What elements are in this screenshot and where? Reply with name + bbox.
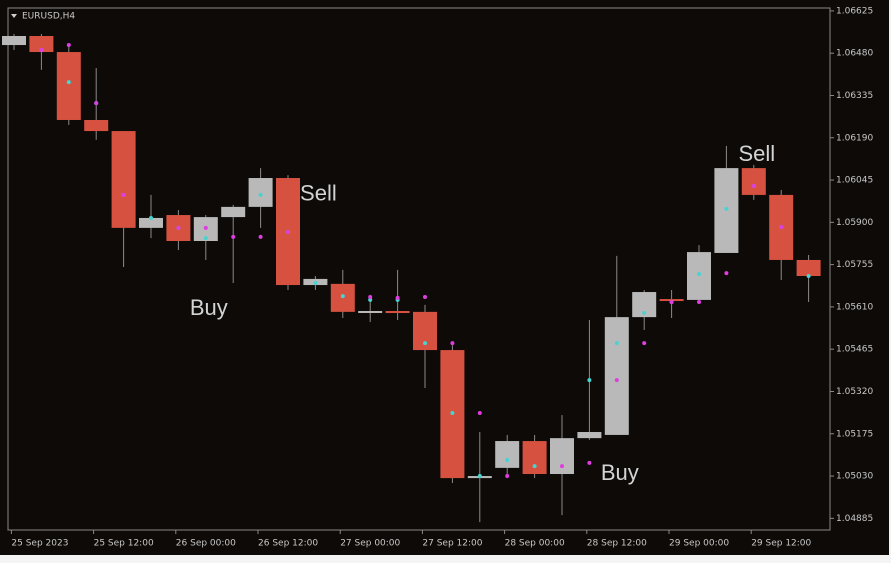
x-tick-label: 29 Sep 00:00 [669,539,729,549]
x-tick-label: 28 Sep 12:00 [587,539,647,549]
y-tick-label: 1.05175 [836,429,873,439]
y-tick-label: 1.06480 [836,49,873,59]
indicator-dot [697,271,701,276]
y-tick-label: 1.05610 [836,302,873,312]
indicator-dot [724,271,729,276]
indicator-dot [340,294,345,299]
indicator-dot [779,225,784,230]
candle-body [221,206,246,218]
annotation: Buy [601,460,639,485]
candle-body [139,217,163,228]
candle-body [111,131,136,228]
x-tick-label: 28 Sep 00:00 [505,539,565,549]
indicator-dot [450,341,455,346]
indicator-dot [368,297,373,302]
indicator-dot [258,234,263,239]
y-tick-label: 1.06335 [836,91,873,101]
annotation: Sell [300,181,337,206]
indicator-dot [642,341,647,346]
indicator-dot [505,458,510,463]
indicator-dot [368,294,373,299]
indicator-dot [614,378,619,383]
y-tick-label: 1.04885 [836,514,873,524]
y-tick-label: 1.05320 [836,387,873,397]
x-tick-label: 26 Sep 00:00 [176,539,236,549]
indicator-dot [669,299,674,304]
y-tick-label: 1.06190 [836,133,873,143]
indicator-dot [258,192,263,197]
x-tick-label: 27 Sep 00:00 [340,539,400,549]
candle-body [741,168,766,195]
menu-arrow [11,14,17,18]
candle-body [358,310,383,313]
indicator-dot [532,464,537,469]
indicator-dot [697,299,701,304]
x-tick-label: 29 Sep 12:00 [751,539,811,549]
x-tick-label: 27 Sep 12:00 [422,539,482,549]
candle-body [84,119,109,132]
indicator-dot [395,295,400,300]
y-tick-label: 1.06625 [836,6,873,16]
indicator-dot [423,341,427,346]
candle-body [577,432,602,439]
y-tick-label: 1.05030 [836,472,873,482]
indicator-dot [94,101,99,106]
indicator-dot [751,183,756,188]
y-tick-label: 1.05755 [836,260,873,270]
indicator-dot [806,273,811,278]
indicator-dot [450,411,455,416]
annotation: Buy [190,295,228,320]
y-tick-label: 1.06045 [836,176,873,186]
indicator-dot [642,311,647,316]
candle-body [248,178,273,207]
y-tick-label: 1.05900 [836,218,873,228]
indicator-dot [231,234,236,239]
candle-body [385,310,410,314]
x-tick-label: 26 Sep 12:00 [258,539,318,549]
x-tick-label: 25 Sep 2023 [11,539,68,549]
plot-frame [7,7,831,531]
indicator-dot [560,464,564,469]
indicator-dot [176,225,181,230]
indicator-dot [423,294,427,299]
indicator-dot [587,378,592,383]
indicator-dot [614,341,619,346]
x-tick-label: 25 Sep 12:00 [94,539,154,549]
chart-title: EURUSD,H4 [22,12,75,22]
candle-body [495,441,520,468]
candle-body [2,35,26,46]
candle-body [604,317,629,435]
candle-body [796,259,821,276]
indicator-dot [203,236,208,241]
indicator-dot [477,411,482,416]
indicator-dot [286,229,290,234]
indicator-dot [66,80,71,85]
candle-body [29,35,54,53]
indicator-dot [39,47,44,52]
indicator-dot [121,192,126,197]
candle-body [56,52,81,120]
indicator-dot [313,280,318,285]
candle-body [550,438,574,475]
y-tick-label: 1.05465 [836,345,873,355]
indicator-dot [149,215,153,220]
candle-body [687,252,711,300]
candle-body [522,441,547,475]
indicator-dot [587,460,592,465]
annotation: Sell [738,141,775,166]
indicator-dot [724,206,729,211]
indicator-dot [203,225,208,230]
indicator-dot [66,43,71,48]
indicator-dot [505,474,510,479]
indicator-dot [477,474,482,479]
